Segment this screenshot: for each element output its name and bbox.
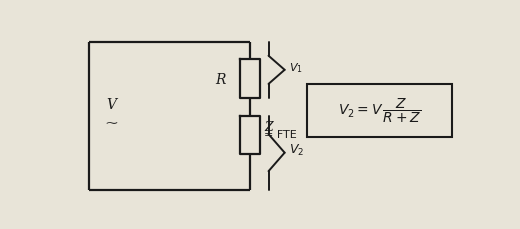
Text: R: R — [215, 73, 225, 87]
Text: $V_2 = V\,\dfrac{Z}{R + Z}$: $V_2 = V\,\dfrac{Z}{R + Z}$ — [337, 96, 421, 125]
Text: = FTE: = FTE — [265, 130, 297, 140]
Text: $V_2$: $V_2$ — [289, 143, 304, 158]
Text: Z: Z — [265, 122, 273, 134]
Text: ~: ~ — [105, 114, 119, 131]
Text: $V_1$: $V_1$ — [289, 61, 303, 75]
Text: V: V — [107, 98, 116, 112]
Bar — [307, 84, 452, 137]
